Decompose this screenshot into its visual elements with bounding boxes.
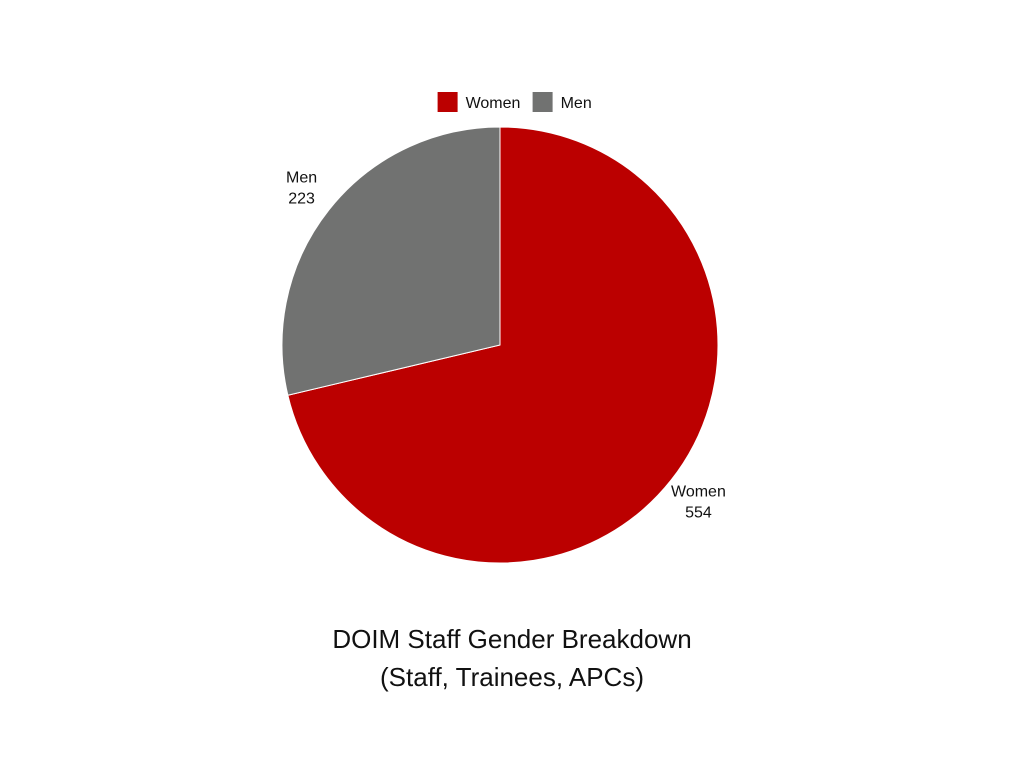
legend-label-men: Men [561,95,592,112]
legend: Women Men [437,92,592,112]
data-label-women: Women 554 [671,483,726,521]
slice-labels: Women 554 Men 223 [286,170,726,522]
legend-swatch-women [437,92,458,112]
chart-subtitle: (Staff, Trainees, APCs) [380,662,644,692]
legend-label-women: Women [466,95,521,112]
chart-title: DOIM Staff Gender Breakdown [332,624,691,654]
legend-item-men: Men [532,92,592,112]
data-label-men: Men 223 [286,170,317,208]
pie-slice-women [287,126,719,564]
legend-swatch-men [532,92,553,112]
pie-slice-men [281,126,501,396]
pie-slices [281,126,719,564]
legend-item-women: Women [437,92,521,112]
